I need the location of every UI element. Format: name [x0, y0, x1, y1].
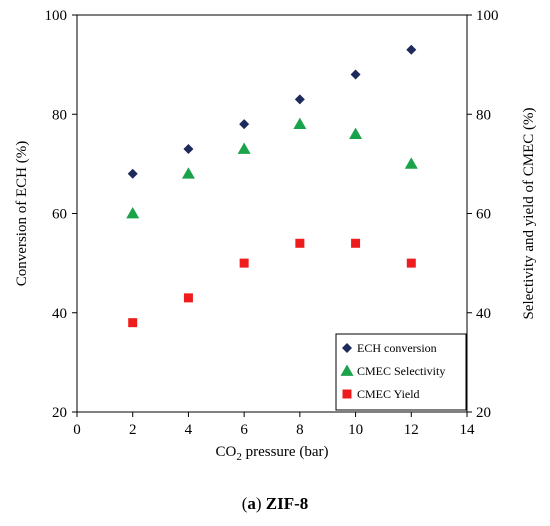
- data-point: [406, 258, 416, 268]
- y-left-tick-label: 100: [45, 8, 68, 24]
- x-tick-label: 0: [73, 422, 81, 438]
- data-point: [295, 238, 305, 248]
- x-axis-label: CO2 pressure (bar): [216, 444, 329, 463]
- x-axis-label-prefix: CO: [216, 444, 237, 460]
- y-right-tick-label: 100: [476, 8, 499, 24]
- caption-prefix: (: [241, 494, 248, 513]
- series-1: [126, 117, 418, 219]
- y-left-tick-label: 60: [52, 207, 67, 223]
- x-tick-label: 8: [296, 422, 304, 438]
- legend-label: CMEC Yield: [357, 387, 420, 401]
- y-left-tick-label: 20: [52, 405, 67, 421]
- y-right-axis-label: Selectivity and yield of CMEC (%): [521, 107, 537, 319]
- data-point: [349, 127, 363, 139]
- legend-marker: [342, 343, 352, 353]
- legend-label: ECH conversion: [357, 341, 437, 355]
- data-point: [237, 142, 251, 154]
- y-left-axis-label: Conversion of ECH (%): [14, 141, 30, 286]
- y-right-tick-label: 20: [476, 405, 491, 421]
- legend: ECH conversion CMEC Selectivity CMEC Yield: [335, 333, 467, 411]
- x-tick-label: 10: [348, 422, 363, 438]
- data-point: [128, 318, 138, 328]
- x-axis-label-subscript: 2: [236, 451, 242, 463]
- x-tick-label: 12: [404, 422, 419, 438]
- data-point: [183, 143, 194, 154]
- data-point: [181, 167, 195, 179]
- caption-letter: a: [247, 494, 256, 513]
- x-tick-label: 4: [185, 422, 193, 438]
- x-tick-label: 14: [460, 422, 476, 438]
- caption-name: ZIF-8: [265, 494, 309, 513]
- data-point: [406, 44, 417, 55]
- data-point: [239, 258, 249, 268]
- series-0: [127, 44, 417, 179]
- data-point: [239, 119, 250, 130]
- figure-caption: (a) ZIF-8: [0, 494, 550, 514]
- y-left-tick-label: 80: [52, 107, 67, 123]
- legend-marker: [342, 389, 352, 399]
- legend-marker: [340, 364, 354, 376]
- x-tick-label: 2: [129, 422, 137, 438]
- y-left-tick-label: 40: [52, 306, 67, 322]
- x-axis-label-suffix: pressure (bar): [242, 444, 329, 460]
- y-right-tick-label: 40: [476, 306, 491, 322]
- data-point: [294, 94, 305, 105]
- data-point: [404, 157, 418, 169]
- legend-label: CMEC Selectivity: [357, 364, 445, 378]
- y-right-tick-label: 80: [476, 107, 491, 123]
- data-point: [183, 293, 193, 303]
- data-point: [127, 168, 138, 179]
- caption-middle: ): [255, 494, 266, 513]
- data-point: [351, 238, 361, 248]
- legend-box: [335, 333, 467, 411]
- series-2: [128, 238, 416, 328]
- data-point: [350, 69, 361, 80]
- y-right-tick-label: 60: [476, 207, 491, 223]
- x-tick-label: 6: [240, 422, 248, 438]
- data-point: [126, 207, 140, 219]
- data-point: [293, 117, 307, 130]
- data-marks: [126, 44, 418, 328]
